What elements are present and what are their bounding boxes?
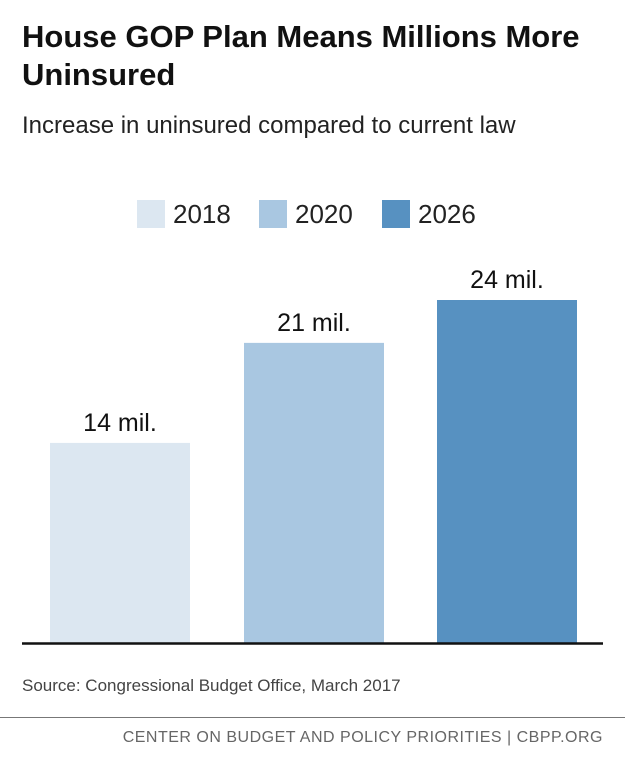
- data-label-2018: 14 mil.: [83, 409, 157, 437]
- bar-2026: [437, 300, 577, 643]
- chart-subtitle: Increase in uninsured compared to curren…: [22, 112, 516, 139]
- legend-swatch-2020: [259, 200, 287, 228]
- footer-divider: [0, 717, 625, 718]
- legend-label-2020: 2020: [295, 199, 353, 229]
- source-note: Source: Congressional Budget Office, Mar…: [22, 676, 401, 695]
- footer-credit: CENTER ON BUDGET AND POLICY PRIORITIES |…: [122, 729, 603, 746]
- bar-chart: 14 mil. 21 mil. 24 mil.: [22, 266, 603, 645]
- bar-2018: [50, 442, 190, 643]
- bar-2020: [244, 342, 384, 643]
- legend-swatch-2018: [137, 200, 165, 228]
- legend-label-2026: 2026: [418, 199, 476, 229]
- chart-title: House GOP Plan Means Millions More Unins…: [22, 19, 580, 92]
- data-label-2026: 24 mil.: [470, 266, 544, 294]
- legend-label-2018: 2018: [173, 199, 231, 229]
- legend-swatch-2026: [382, 200, 410, 228]
- legend: 2018 2020 2026: [0, 196, 625, 236]
- data-label-2020: 21 mil.: [277, 309, 351, 337]
